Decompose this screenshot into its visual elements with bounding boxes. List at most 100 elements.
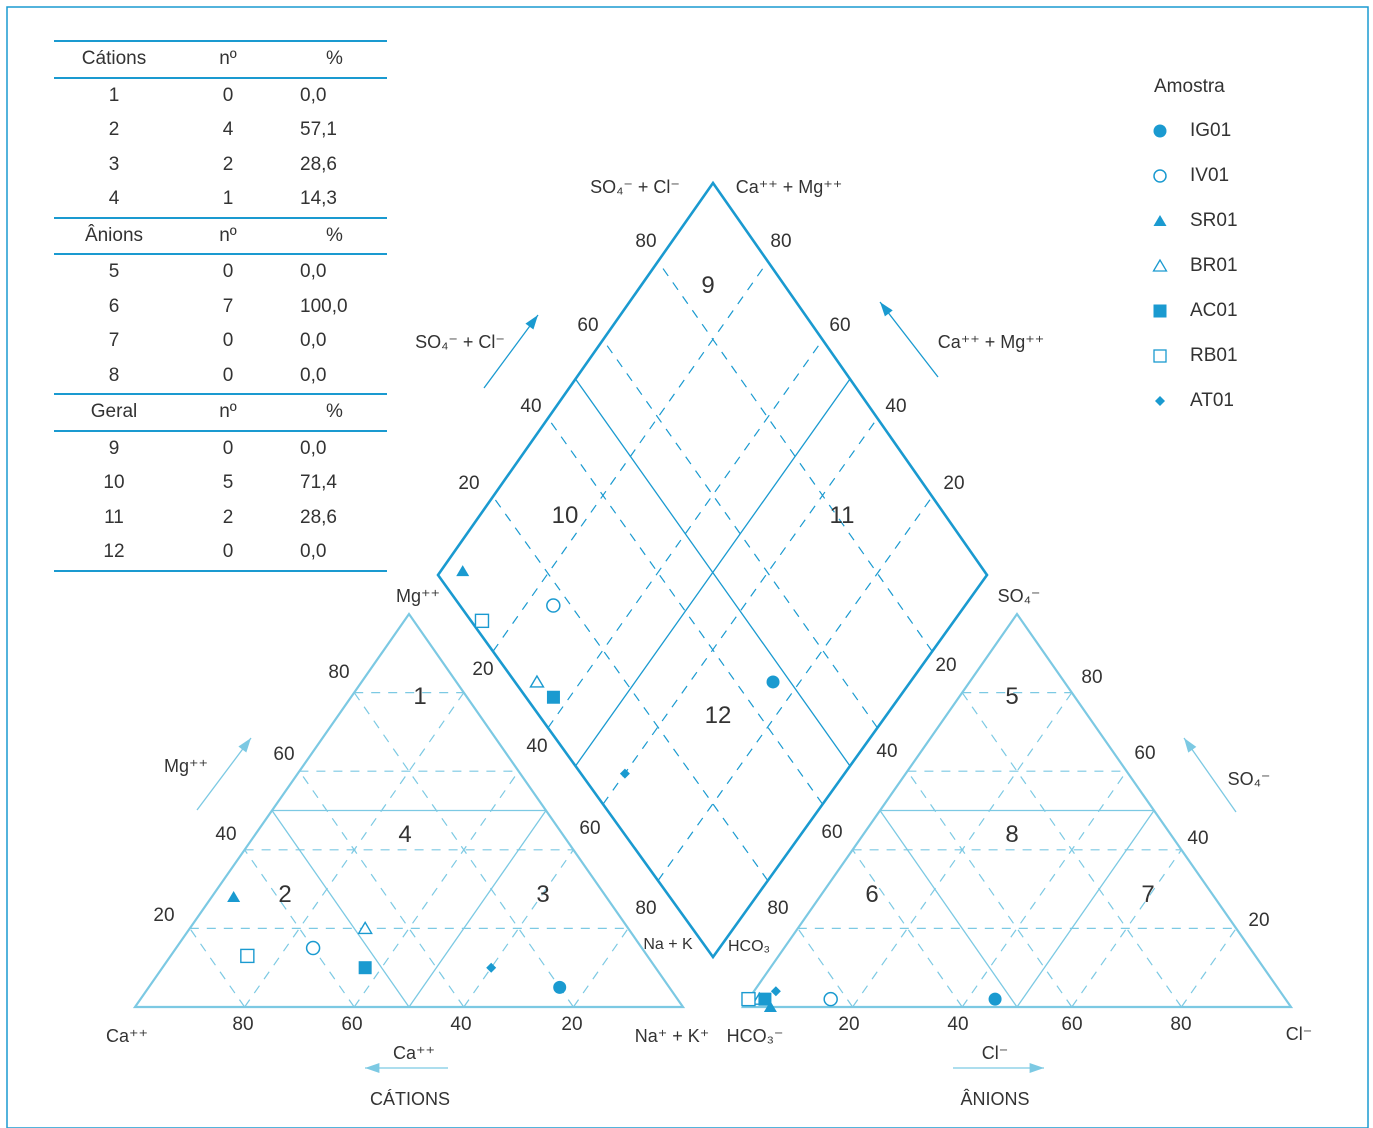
legend-symbol bbox=[1140, 212, 1180, 230]
table-rule bbox=[54, 216, 387, 219]
legend-item: AC01 bbox=[1140, 288, 1238, 333]
cation-point-RB01 bbox=[240, 948, 255, 964]
ca-arrow-head bbox=[365, 1063, 380, 1073]
legend-symbol bbox=[1140, 257, 1180, 275]
cation-grid-line bbox=[353, 692, 574, 1008]
table-cell: 1 bbox=[222, 188, 234, 210]
table-rule bbox=[54, 253, 387, 255]
legend-label: AT01 bbox=[1190, 389, 1235, 411]
anion-bottom-tick: 60 bbox=[1061, 1014, 1082, 1035]
camg-arrow-label: Ca⁺⁺ + Mg⁺⁺ bbox=[938, 332, 1045, 352]
anion-grid-line bbox=[1180, 928, 1237, 1008]
anion-grid-line bbox=[961, 692, 1182, 1008]
anion-bottom-tick: 40 bbox=[947, 1014, 968, 1035]
cation-zone-line bbox=[408, 810, 547, 1008]
legend-item: SR01 bbox=[1140, 198, 1238, 243]
anion-left-tick: 40 bbox=[876, 741, 897, 762]
table-header-row: Ânions nº% bbox=[54, 219, 387, 254]
table-cell: 2 bbox=[222, 506, 234, 528]
zone-label-10: 10 bbox=[552, 502, 579, 529]
so4cl-arrow-head bbox=[525, 315, 538, 330]
table-row: 12 0 0,0 bbox=[54, 535, 387, 570]
cation-left-tick: 80 bbox=[328, 662, 349, 683]
anion-right-tick: 40 bbox=[1187, 828, 1208, 849]
diamond-point-IV01 bbox=[546, 598, 561, 613]
cation-left-tick: 60 bbox=[273, 744, 294, 765]
table-cell: 7 bbox=[108, 330, 120, 352]
diamond-point-BR01 bbox=[529, 674, 545, 688]
anion-grid-line bbox=[852, 849, 963, 1008]
diamond-right-tick: 60 bbox=[829, 315, 850, 336]
legend-item: IV01 bbox=[1140, 153, 1238, 198]
so4cl-top-label: SO₄⁻ + Cl⁻ bbox=[590, 177, 680, 197]
diamond-grid-line bbox=[602, 339, 878, 729]
anion-point-IG01 bbox=[988, 992, 1002, 1006]
table-cell: 0 bbox=[222, 261, 234, 283]
table-header-row: Cátions nº% bbox=[54, 42, 387, 77]
diamond-point-AT01 bbox=[619, 768, 630, 779]
diamond-left-tick: 40 bbox=[520, 396, 541, 417]
cations-title: CÁTIONS bbox=[370, 1089, 450, 1109]
anion-point-AT01 bbox=[770, 986, 781, 997]
cation-point-AC01 bbox=[358, 961, 372, 975]
zone-label-11: 11 bbox=[830, 502, 855, 529]
zone-label-2: 2 bbox=[278, 881, 291, 908]
camg-top-label: Ca⁺⁺ + Mg⁺⁺ bbox=[736, 177, 843, 197]
table-header-cell: % bbox=[326, 48, 343, 70]
nak-vertex-label: Na⁺ + K⁺ bbox=[635, 1026, 710, 1046]
table-cell: 0 bbox=[222, 364, 234, 386]
diamond-grid-line bbox=[547, 417, 824, 805]
cl-vertex-label: Cl⁻ bbox=[1286, 1024, 1313, 1044]
cation-point-IG01 bbox=[553, 980, 567, 994]
table-row: 4 1 14,3 bbox=[54, 182, 387, 217]
ca-arrow-label: Ca⁺⁺ bbox=[393, 1043, 435, 1063]
anion-point-SR01 bbox=[763, 1001, 777, 1012]
anions-title: ÂNIONS bbox=[960, 1089, 1029, 1109]
table-cell: 4 bbox=[108, 188, 120, 210]
diamond-point-AC01 bbox=[546, 690, 560, 704]
diamond-grid-line bbox=[602, 417, 878, 805]
cation-right-tick: 80 bbox=[635, 898, 656, 919]
table-cell: 28,6 bbox=[300, 506, 337, 528]
table-cell: 8 bbox=[108, 364, 120, 386]
table-cell: 5 bbox=[108, 261, 120, 283]
zone-label-3: 3 bbox=[536, 881, 549, 908]
camg-arrow-head bbox=[880, 302, 893, 317]
legend: Amostra IG01 IV01 SR01 BR01 AC01 RB01 AT01 bbox=[1140, 72, 1238, 423]
diamond-grid-line bbox=[492, 496, 769, 881]
diamond-left-tick: 60 bbox=[577, 315, 598, 336]
table-row: 10 5 71,4 bbox=[54, 466, 387, 501]
cation-right-tick: 20 bbox=[472, 659, 493, 680]
cation-point-BR01 bbox=[357, 921, 373, 935]
table-cell: 100,0 bbox=[300, 295, 348, 317]
anion-left-tick: 80 bbox=[767, 898, 788, 919]
cl-arrow-head bbox=[1029, 1063, 1044, 1073]
table-cell: 2 bbox=[222, 153, 234, 175]
so4-arrow-head bbox=[1184, 738, 1197, 753]
cation-bottom-tick: 40 bbox=[450, 1014, 471, 1035]
legend-marker-AT01 bbox=[1155, 395, 1165, 406]
diamond-zone-line bbox=[574, 378, 851, 767]
zone-label-5: 5 bbox=[1005, 683, 1018, 710]
legend-marker-shape bbox=[1153, 124, 1167, 137]
table-header-row: Geral nº% bbox=[54, 395, 387, 430]
cation-bottom-tick: 80 bbox=[232, 1014, 253, 1035]
table-row: 11 2 28,6 bbox=[54, 501, 387, 536]
anion-grid-line bbox=[906, 770, 1073, 1008]
diamond-point-IG01 bbox=[766, 675, 780, 689]
cation-bottom-tick: 60 bbox=[341, 1014, 362, 1035]
diamond-right-tick: 80 bbox=[770, 231, 791, 252]
legend-symbol bbox=[1140, 347, 1180, 365]
table-cell: 0,0 bbox=[300, 437, 327, 459]
so4cl-arrow bbox=[483, 314, 539, 389]
zone-label-6: 6 bbox=[865, 881, 878, 908]
diamond-point-RB01 bbox=[474, 613, 490, 629]
zone-label-8: 8 bbox=[1005, 821, 1018, 848]
legend-symbol bbox=[1140, 302, 1180, 320]
table-header-cell: Ânions bbox=[84, 224, 144, 246]
legend-item: IG01 bbox=[1140, 108, 1238, 153]
anion-right-tick: 60 bbox=[1134, 743, 1155, 764]
anion-bottom-tick: 80 bbox=[1170, 1014, 1191, 1035]
legend-marker-IV01 bbox=[1153, 168, 1167, 183]
table-header-cell: nº bbox=[219, 48, 237, 70]
